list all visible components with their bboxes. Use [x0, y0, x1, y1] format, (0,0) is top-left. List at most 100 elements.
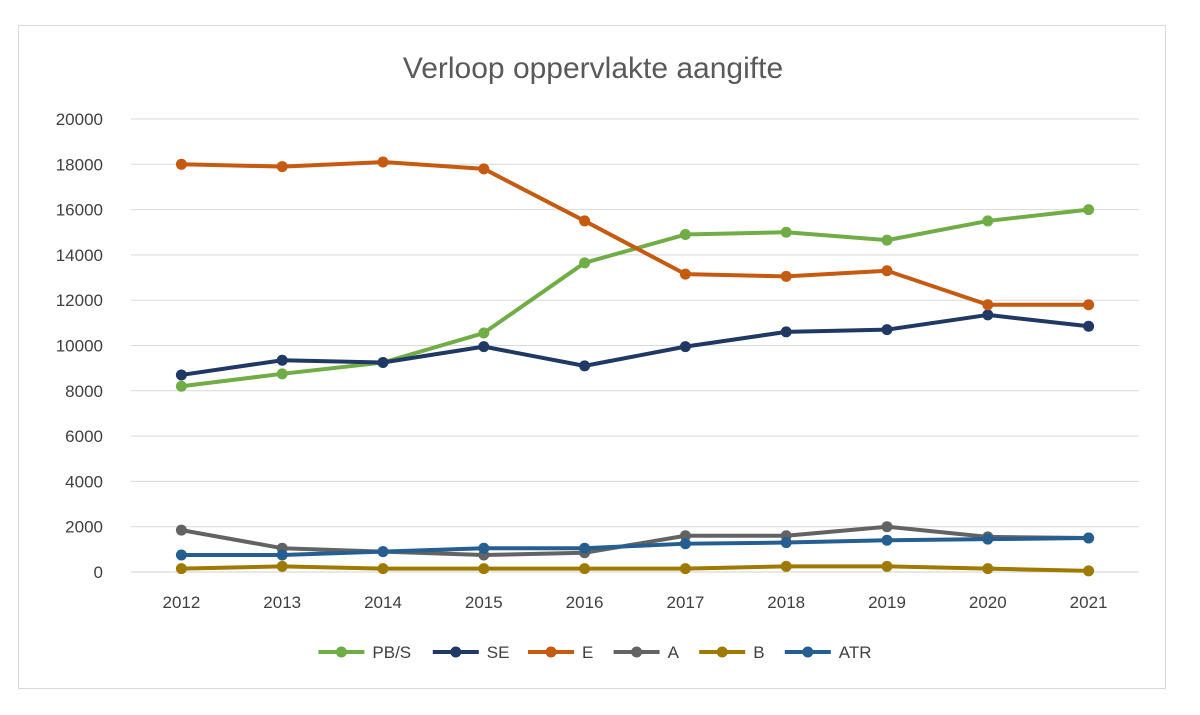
data-point-pb-s — [579, 257, 591, 269]
y-tick-label: 20000 — [56, 110, 103, 129]
x-tick-label: 2020 — [969, 593, 1007, 612]
data-point-a — [679, 530, 691, 542]
y-tick-label: 8000 — [65, 382, 103, 401]
data-point-pb-s — [1083, 204, 1095, 216]
data-point-e — [982, 299, 994, 311]
data-point-b — [881, 560, 893, 572]
data-point-e — [679, 268, 691, 280]
x-tick-label: 2016 — [566, 593, 604, 612]
data-point-se — [579, 360, 591, 372]
data-point-atr — [881, 534, 893, 546]
data-point-b — [175, 563, 187, 575]
y-tick-label: 4000 — [65, 472, 103, 491]
x-tick-label: 2012 — [162, 593, 200, 612]
data-point-b — [276, 560, 288, 572]
data-point-b — [982, 563, 994, 575]
chart-title: Verloop oppervlakte aangifte — [403, 52, 783, 85]
data-point-atr — [478, 542, 490, 554]
data-point-atr — [377, 546, 389, 558]
line-chart: Verloop oppervlakte aangifte 0 2000 4000 60… — [56, 52, 1139, 662]
data-point-b — [780, 560, 792, 572]
axis-layer: 0 2000 4000 6000 8000 10000 12000 14000 16000 180… — [56, 110, 1108, 612]
legend-label: SE — [487, 643, 510, 662]
legend-label: PB/S — [372, 643, 411, 662]
legend-label: ATR — [839, 643, 872, 662]
series-line-e — [179, 160, 1091, 307]
data-point-a — [175, 524, 187, 536]
legend-swatch-marker — [545, 646, 557, 658]
data-point-se — [377, 356, 389, 368]
data-point-se — [175, 369, 187, 381]
data-point-b — [377, 563, 389, 575]
data-point-se — [478, 341, 490, 353]
data-point-atr — [276, 549, 288, 561]
legend-item-atr: ATR — [784, 643, 872, 662]
data-point-e — [1083, 299, 1095, 311]
data-point-atr — [175, 549, 187, 561]
data-point-pb-s — [982, 215, 994, 227]
y-tick-label: 14000 — [56, 246, 103, 265]
series-line-se — [179, 312, 1091, 377]
data-point-se — [276, 354, 288, 366]
series-line-b — [179, 564, 1091, 573]
x-tick-label: 2015 — [465, 593, 503, 612]
legend-label: E — [582, 643, 593, 662]
legend-label: B — [753, 643, 764, 662]
data-point-atr — [679, 538, 691, 550]
data-point-a — [881, 521, 893, 533]
grid-layer — [131, 118, 1139, 573]
legend: PB/S SE E A B ATR — [318, 643, 872, 662]
data-point-pb-s — [175, 380, 187, 392]
y-tick-label: 16000 — [56, 201, 103, 220]
data-point-e — [780, 270, 792, 282]
data-point-b — [579, 563, 591, 575]
data-point-pb-s — [478, 327, 490, 339]
data-point-atr — [1083, 532, 1095, 544]
series-layer — [175, 156, 1095, 577]
y-tick-label: 18000 — [56, 155, 103, 174]
data-point-atr — [780, 537, 792, 549]
data-point-b — [1083, 565, 1095, 577]
data-point-se — [1083, 320, 1095, 332]
y-tick-label: 10000 — [56, 337, 103, 356]
data-point-pb-s — [881, 234, 893, 246]
legend-label: A — [668, 643, 680, 662]
data-point-se — [679, 341, 691, 353]
data-point-e — [881, 265, 893, 277]
legend-item-pb-s: PB/S — [318, 643, 411, 662]
data-point-b — [679, 563, 691, 575]
legend-swatch-marker — [450, 646, 462, 658]
y-tick-label: 12000 — [56, 291, 103, 310]
data-point-se — [780, 326, 792, 338]
data-point-pb-s — [679, 229, 691, 241]
y-tick-label: 6000 — [65, 427, 103, 446]
data-point-pb-s — [780, 226, 792, 238]
legend-swatch-marker — [631, 646, 643, 658]
legend-item-se: SE — [432, 643, 510, 662]
y-tick-label: 0 — [94, 563, 103, 582]
x-tick-label: 2017 — [666, 593, 704, 612]
data-point-e — [478, 163, 490, 175]
data-point-atr — [982, 533, 994, 545]
data-point-e — [276, 161, 288, 173]
y-tick-label: 2000 — [65, 518, 103, 537]
legend-item-a: A — [613, 643, 680, 662]
legend-swatch-marker — [802, 646, 814, 658]
data-point-b — [478, 563, 490, 575]
legend-item-b: B — [699, 643, 765, 662]
x-tick-label: 2014 — [364, 593, 402, 612]
legend-item-e: E — [528, 643, 593, 662]
legend-swatch-marker — [335, 646, 347, 658]
data-point-se — [881, 324, 893, 336]
legend-swatch-marker — [716, 646, 728, 658]
x-tick-label: 2019 — [868, 593, 906, 612]
data-point-e — [175, 158, 187, 170]
data-point-e — [579, 215, 591, 227]
data-point-se — [982, 309, 994, 321]
data-point-atr — [579, 542, 591, 554]
series-line-atr — [179, 536, 1091, 558]
data-point-e — [377, 156, 389, 168]
x-tick-label: 2013 — [263, 593, 301, 612]
chart-frame: Verloop oppervlakte aangifte 0 2000 4000 60… — [18, 25, 1166, 689]
x-tick-label: 2018 — [767, 593, 805, 612]
